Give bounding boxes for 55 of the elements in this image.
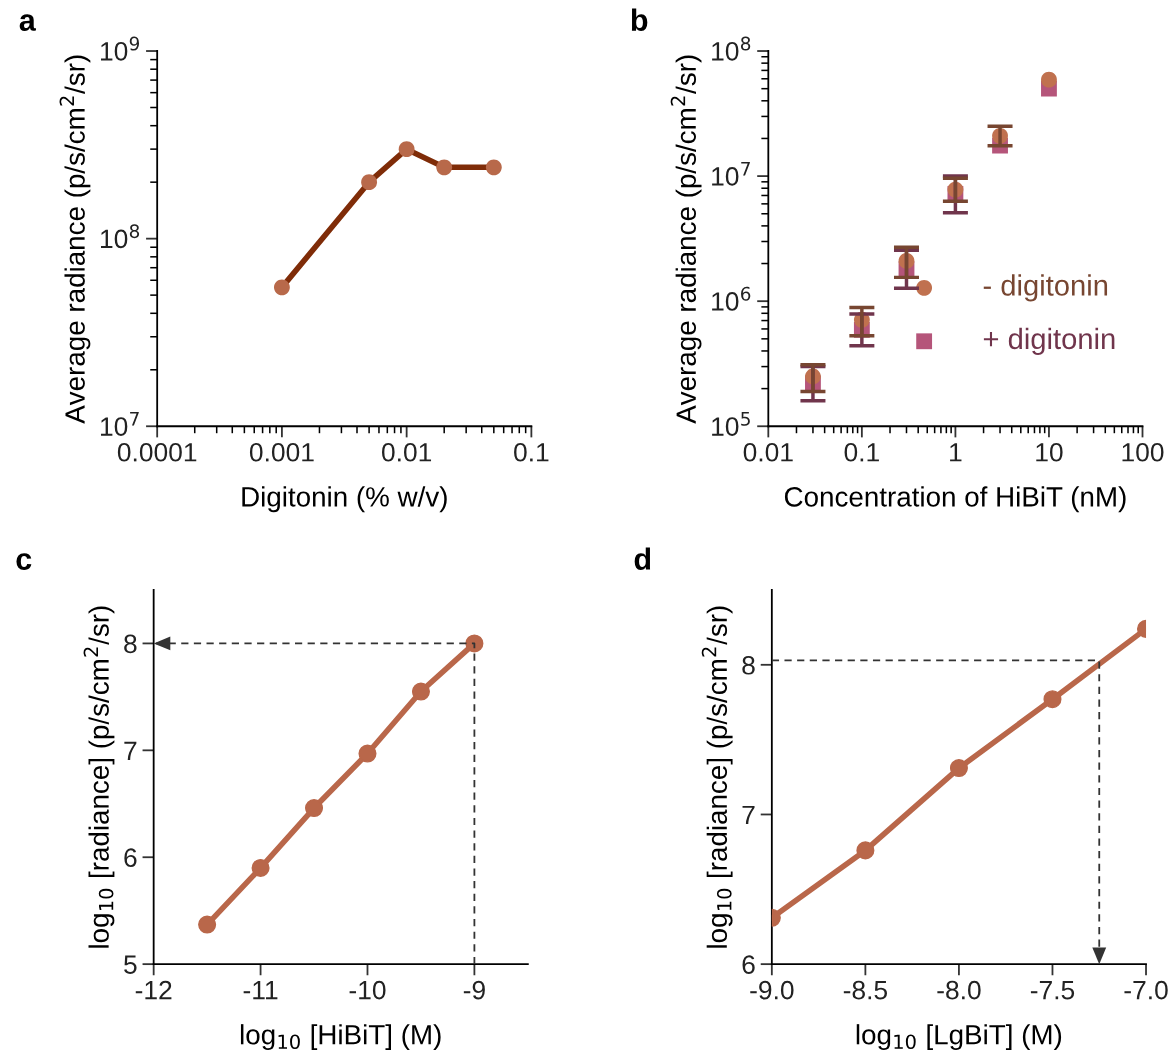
point: [251, 858, 270, 877]
chart-title: a: [19, 14, 36, 31]
x-tick-label: 0.01: [381, 442, 432, 462]
x-tick-label: 1: [950, 443, 962, 462]
y-axis-title: Average radiance (p/s/cm$^{2}$/sr): [59, 55, 91, 424]
legend-label: + digitonin: [983, 327, 1115, 355]
y-tick-label: 10$^{6}$: [712, 286, 751, 311]
y-tick-label: 10$^{5}$: [712, 412, 750, 436]
point: [411, 682, 430, 701]
y-tick-label: 7: [124, 741, 137, 760]
y-tick-label: 6: [742, 955, 755, 974]
x-axis-title: log$_{10}$ [LgBiT] (M): [856, 1024, 1062, 1051]
x-tick-label: 0.1: [844, 442, 879, 462]
x-tick-label: -12: [135, 980, 172, 1000]
y-tick-label: 10$^{7}$: [101, 412, 139, 436]
y-tick-label: 10$^{8}$: [712, 36, 751, 61]
point: [856, 841, 875, 860]
point: [465, 634, 484, 653]
y-tick-label: 10$^{9}$: [101, 36, 140, 61]
x-tick-label: -8.0: [937, 980, 981, 1000]
x-tick-label: 100: [1122, 442, 1164, 462]
point: [1041, 71, 1057, 88]
point: [198, 915, 217, 934]
point: [305, 799, 324, 818]
y-axis-title: log$_{10}$ [radiance] (p/s/cm$^{2}$/sr): [83, 606, 115, 948]
x-tick-label: -8.5: [843, 980, 888, 1000]
x-axis-title: Digitonin (% w/v): [242, 486, 447, 513]
y-tick-label: 8: [742, 655, 755, 675]
chart-title: d: [634, 547, 651, 570]
x-axis-title: log$_{10}$ [HiBiT] (M): [240, 1024, 441, 1051]
x-tick-label: -7.5: [1030, 981, 1075, 1000]
x-tick-label: -9: [463, 980, 485, 1000]
y-tick-label: 8: [124, 634, 137, 654]
x-tick-label: -7.0: [1124, 980, 1168, 1000]
chart-title: b: [631, 8, 648, 31]
x-tick-label: 0.001: [249, 442, 314, 462]
y-axis-title: log$_{10}$ [radiance] (p/s/cm$^{2}$/sr): [701, 606, 733, 948]
x-tick-label: 0.0001: [117, 442, 197, 462]
x-tick-label: 10: [1036, 442, 1063, 462]
point: [358, 744, 377, 763]
y-tick-label: 10$^{7}$: [712, 161, 750, 186]
x-tick-label: 0.1: [514, 442, 549, 462]
chart-title: c: [16, 553, 32, 570]
x-axis-title: Concentration of HiBiT (nM): [784, 486, 1126, 513]
x-tick-label: 0.01: [743, 442, 793, 462]
y-tick-label: 10$^{8}$: [101, 224, 140, 249]
y-tick-label: 6: [124, 848, 137, 868]
x-tick-label: -9.0: [750, 980, 794, 1000]
x-tick-label: -11: [243, 981, 278, 1000]
y-tick-label: 7: [742, 805, 755, 825]
legend-label: - digitonin: [983, 274, 1108, 302]
y-axis-title: Average radiance (p/s/cm$^{2}$/sr): [670, 55, 702, 424]
point: [949, 759, 968, 778]
x-tick-label: -10: [349, 980, 386, 1000]
y-tick-label: 5: [124, 955, 137, 974]
